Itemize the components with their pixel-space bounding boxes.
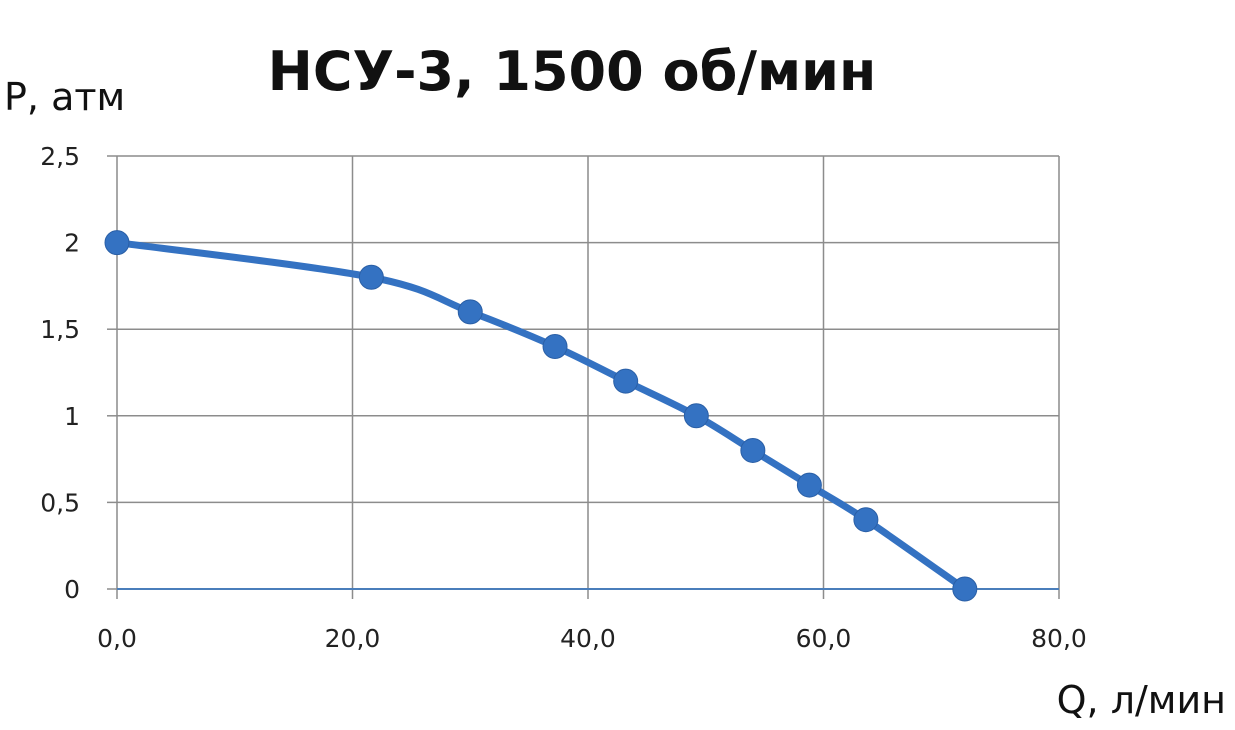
y-axis-title: P, атм	[4, 75, 125, 119]
chart-title: НСУ-3, 1500 об/мин	[268, 40, 877, 103]
x-tick-label: 80,0	[1031, 624, 1087, 653]
y-tick-label: 2	[64, 229, 80, 258]
data-point	[542, 334, 568, 360]
x-tick-label: 0,0	[97, 624, 137, 653]
y-tick-label: 0	[64, 575, 80, 604]
data-point	[796, 472, 822, 498]
data-point	[683, 403, 709, 429]
gridlines	[117, 155, 1060, 589]
y-tick-label: 2,5	[40, 142, 80, 171]
axes	[107, 155, 1060, 599]
data-point	[613, 368, 639, 394]
data-point	[740, 437, 766, 463]
x-tick-label: 60,0	[796, 624, 852, 653]
data-point	[457, 299, 483, 325]
data-point	[952, 576, 978, 602]
y-tick-label: 1	[64, 402, 80, 431]
x-tick-label: 20,0	[325, 624, 381, 653]
markers-layer	[104, 230, 978, 602]
data-point	[358, 264, 384, 290]
data-point	[104, 230, 130, 256]
x-axis-title: Q, л/мин	[1057, 678, 1226, 722]
y-tick-label: 1,5	[40, 315, 80, 344]
data-point	[853, 507, 879, 533]
y-tick-label: 0,5	[40, 488, 80, 517]
tick-labels: 0 0,5 1 1,5 2 2,5 0,0 20,0 40,0 60,0 80,0	[40, 142, 1087, 653]
x-tick-label: 40,0	[560, 624, 616, 653]
